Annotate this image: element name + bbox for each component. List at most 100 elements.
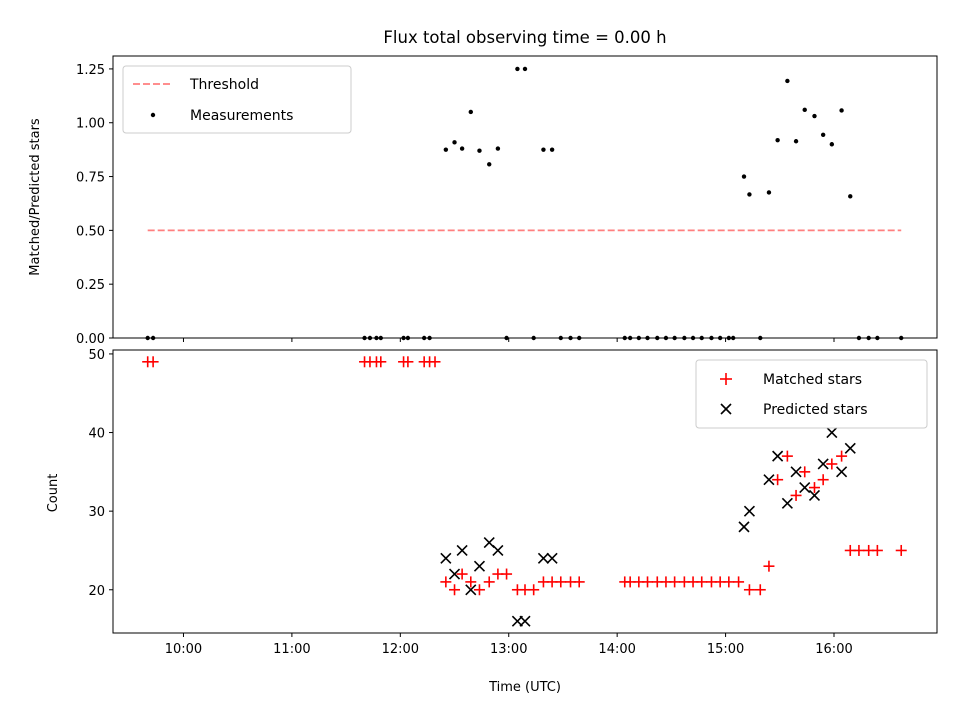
y-tick-label: 1.00 (76, 117, 105, 132)
x-tick-label: 15:00 (707, 642, 744, 657)
x-tick-label: 13:00 (490, 642, 527, 657)
ratio-axes-frame (112, 55, 938, 339)
measurement-point (820, 132, 826, 137)
y-tick-label: 50 (88, 348, 105, 363)
count-x-ticks: 10:00 11:00 12:00 13:00 14:00 15:00 16:00 (165, 633, 853, 657)
measurement-point (747, 192, 752, 197)
matched-star-point (642, 576, 654, 588)
y-tick-label: 0.25 (76, 278, 105, 293)
matched-star-point (440, 576, 452, 588)
x-axis-label: Time (UTC) (488, 680, 561, 695)
count-axes-frame (112, 349, 938, 634)
count-panel: Count Time (UTC) 20 30 40 50 10:00 11:00 12:0… (46, 348, 938, 695)
ratio-marks (145, 66, 904, 341)
count-legend: Matched stars Predicted stars (695, 359, 928, 429)
predicted-star-point (836, 466, 848, 478)
matched-star-point (402, 356, 414, 368)
predicted-star-point (790, 466, 802, 478)
measurement-point (741, 174, 747, 179)
measurement-point (839, 108, 844, 113)
x-tick-label: 10:00 (165, 642, 202, 657)
matched-star-point (528, 584, 540, 596)
measurement-point (541, 147, 546, 152)
matched-star-point (895, 544, 907, 556)
predicted-star-point (844, 442, 856, 454)
y-tick-label: 20 (88, 584, 105, 599)
matched-star-point (723, 576, 735, 588)
measurement-point (766, 190, 772, 195)
matched-star-point (696, 576, 708, 588)
y-tick-label: 0.75 (76, 171, 105, 186)
measurement-point (443, 147, 449, 152)
measurement-point (812, 113, 817, 119)
y-tick-label: 0.50 (76, 224, 105, 239)
measurement-point (452, 140, 457, 145)
predicted-star-point (817, 458, 829, 470)
predicted-star-point (448, 568, 461, 580)
predicted-star-point (456, 544, 468, 557)
predicted-star-point (743, 505, 755, 517)
count-y-ticks: 20 30 40 50 (88, 348, 113, 599)
matched-star-point (763, 560, 775, 572)
matched-star-point (449, 584, 461, 596)
matched-star-point (501, 568, 513, 580)
x-tick-label: 11:00 (273, 642, 310, 657)
y-tick-label: 30 (88, 505, 105, 520)
predicted-star-point (763, 474, 775, 486)
measurement-point (775, 137, 780, 143)
legend-threshold-label: Threshold (189, 77, 259, 93)
matched-star-point (429, 356, 441, 368)
matched-star-point (836, 450, 848, 462)
predicted-star-point (546, 552, 558, 564)
measurement-point (785, 78, 790, 84)
matched-star-point (147, 356, 159, 368)
matched-star-point (733, 576, 745, 588)
matched-star-point (754, 584, 766, 596)
predicted-star-point (519, 615, 531, 627)
matched-star-point (573, 576, 585, 588)
matched-star-point (781, 450, 793, 462)
x-tick-label: 14:00 (598, 642, 635, 657)
measurement-point (468, 109, 473, 115)
matched-star-point (790, 489, 802, 501)
legend-frame (122, 65, 352, 134)
matched-star-point (555, 576, 567, 588)
predicted-star-point (781, 497, 793, 509)
matched-star-point (871, 544, 883, 556)
legend-predicted-swatch (720, 403, 732, 415)
matched-star-point (465, 576, 477, 588)
matched-star-point (456, 568, 468, 580)
measurement-point (495, 146, 501, 151)
matched-star-point (743, 584, 755, 596)
y-tick-label: 1.25 (76, 63, 105, 78)
matched-star-point (808, 482, 820, 494)
ratio-panel: Flux total observing time = 0.00 h Match… (28, 28, 938, 347)
x-tick-label: 16:00 (815, 642, 852, 657)
predicted-star-point (772, 450, 784, 462)
y-axis-label-ratio: Matched/Predicted stars (28, 118, 43, 276)
matched-star-point (483, 576, 495, 588)
legend-measurements-swatch (150, 112, 156, 118)
legend-predicted-label: Predicted stars (763, 402, 868, 418)
y-tick-label: 40 (88, 427, 105, 442)
ratio-legend: Threshold Measurements (122, 65, 352, 134)
measurement-point (549, 147, 555, 152)
count-marks (142, 356, 907, 627)
measurement-point (522, 66, 528, 72)
legend-measurements-label: Measurements (190, 108, 293, 124)
ratio-x-ticks (182, 338, 835, 342)
predicted-star-point (492, 544, 504, 557)
matched-star-point (826, 458, 838, 470)
predicted-star-point (537, 552, 549, 564)
matched-star-point (799, 466, 811, 478)
legend-matched-label: Matched stars (763, 372, 862, 388)
predicted-star-point (799, 482, 811, 494)
x-tick-label: 12:00 (382, 642, 419, 657)
measurement-point (793, 139, 799, 144)
predicted-star-point (738, 521, 750, 533)
y-tick-label: 0.00 (76, 332, 105, 347)
predicted-star-point (826, 426, 838, 439)
legend-frame-count (695, 359, 928, 429)
matched-star-point (817, 474, 829, 486)
